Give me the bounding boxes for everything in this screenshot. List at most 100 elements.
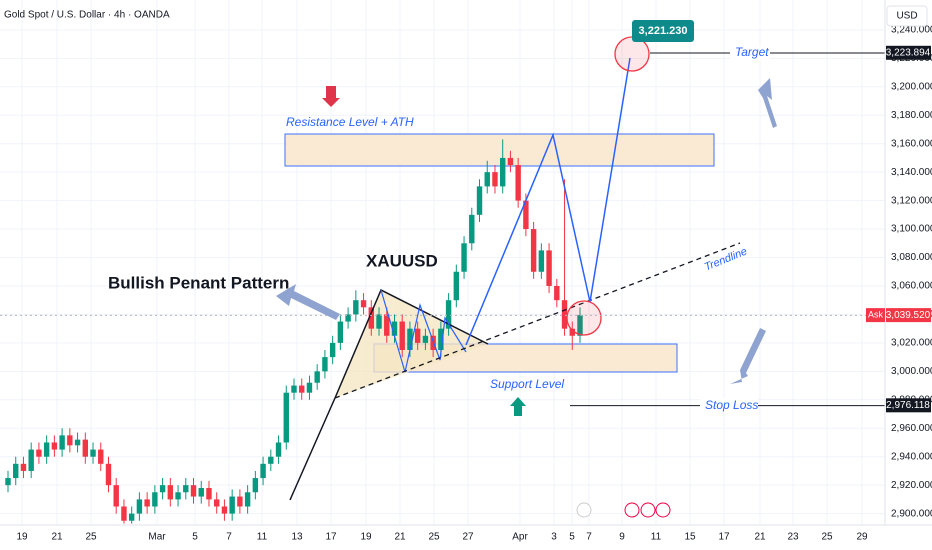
x-tick-label: 25 xyxy=(428,532,440,543)
candle-body xyxy=(244,492,251,507)
down-arrow xyxy=(322,86,340,107)
candle-body xyxy=(345,314,351,322)
current-price-box xyxy=(886,308,931,323)
candle-body xyxy=(291,385,297,393)
x-tick-label: Mar xyxy=(148,532,166,543)
candle-body xyxy=(159,485,166,493)
candle-body xyxy=(74,439,81,446)
candle-body xyxy=(476,186,483,215)
y-tick-label: 2,920.000 xyxy=(891,480,932,491)
support-label: Support Level xyxy=(490,377,564,391)
candle-body xyxy=(82,439,89,457)
candle-body xyxy=(384,314,390,336)
projection-path xyxy=(465,57,631,346)
y-tick-label: 3,160.000 xyxy=(891,138,932,149)
candle-body xyxy=(51,442,58,450)
candle-body xyxy=(67,435,73,446)
label-bg xyxy=(700,398,758,412)
pointer-arrow xyxy=(730,328,766,384)
candle-body xyxy=(530,229,537,272)
candle-body xyxy=(98,449,104,464)
candle-body xyxy=(167,485,174,500)
x-tick-label: 17 xyxy=(325,532,337,543)
candle-body xyxy=(445,300,452,329)
candle-body xyxy=(275,442,282,457)
candle-body xyxy=(322,357,328,372)
resistance-label: Resistance Level + ATH xyxy=(286,115,414,129)
x-tick-label: 25 xyxy=(821,532,833,543)
pole-line xyxy=(289,397,336,501)
candle-body xyxy=(175,492,181,500)
chart-title: Gold Spot / U.S. Dollar · 4h · OANDA xyxy=(4,10,170,21)
current-price: 3,039.520 xyxy=(886,310,931,321)
candle-body xyxy=(430,335,436,350)
candle-body xyxy=(283,392,289,443)
candle-body xyxy=(183,485,189,493)
x-tick-label: 23 xyxy=(787,532,799,543)
candle-body xyxy=(461,243,467,272)
candles xyxy=(5,139,583,524)
up-arrow xyxy=(510,397,526,416)
y-tick-label: 3,140.000 xyxy=(891,167,932,178)
candle-body xyxy=(492,172,498,187)
y-tick-label: 3,240.000 xyxy=(891,25,932,36)
x-tick-label: 5 xyxy=(569,532,575,543)
candle-body xyxy=(121,506,127,521)
currency[interactable]: USD xyxy=(896,11,917,22)
candle-body xyxy=(90,449,96,457)
candle-body xyxy=(229,496,235,514)
ask-tag: Ask xyxy=(868,309,884,319)
candle-body xyxy=(453,271,460,301)
candle-body xyxy=(515,165,521,201)
price-label: 3,223.894 xyxy=(886,47,931,58)
candle-body xyxy=(507,157,514,166)
ask-box xyxy=(866,308,885,323)
x-tick-label: 11 xyxy=(651,532,662,543)
y-tick-label: 3,080.000 xyxy=(891,252,932,263)
x-tick-label: 15 xyxy=(684,532,696,543)
zigzag xyxy=(380,289,467,373)
candle-body xyxy=(360,300,367,308)
x-tick-label: 19 xyxy=(360,532,372,543)
candle-body xyxy=(5,478,11,486)
candle-body xyxy=(438,328,444,350)
candle-body xyxy=(136,499,143,514)
candle-body xyxy=(190,485,197,497)
event-icon[interactable] xyxy=(655,502,671,518)
candle-body xyxy=(260,463,266,479)
x-tick-label: 21 xyxy=(754,532,766,543)
target-bubble xyxy=(632,20,694,42)
candle-body xyxy=(268,456,274,464)
candle-body xyxy=(59,435,65,450)
price-axis xyxy=(885,0,932,550)
y-tick-label: 3,100.000 xyxy=(891,224,932,235)
y-tick-label: 3,000.000 xyxy=(891,366,932,377)
candle-body xyxy=(376,314,382,329)
x-tick-label: 7 xyxy=(586,532,592,543)
event-icon[interactable] xyxy=(624,502,640,518)
y-tick-label: 2,900.000 xyxy=(891,508,932,519)
candle-body xyxy=(577,315,583,336)
candle-body xyxy=(422,335,429,343)
event-icon[interactable] xyxy=(576,502,592,518)
x-tick-label: 13 xyxy=(291,532,303,543)
currency-button[interactable] xyxy=(886,5,928,27)
candle-body xyxy=(221,506,228,514)
x-tick-label: 7 xyxy=(226,532,232,543)
candle-body xyxy=(299,385,305,393)
x-tick-label: 11 xyxy=(257,532,268,543)
highlight-circle xyxy=(614,36,650,72)
candle-body xyxy=(329,342,336,358)
x-tick-label: 27 xyxy=(462,532,474,543)
price-label-box xyxy=(886,398,931,413)
x-tick-label: 25 xyxy=(85,532,97,543)
event-icon[interactable] xyxy=(640,502,656,518)
candle-body xyxy=(484,172,490,187)
candle-body xyxy=(306,382,313,393)
candle-body xyxy=(368,307,375,329)
candle-body xyxy=(206,488,212,500)
candle-body xyxy=(561,300,568,329)
y-tick-label: 3,180.000 xyxy=(891,110,932,121)
candle-body xyxy=(538,250,545,272)
